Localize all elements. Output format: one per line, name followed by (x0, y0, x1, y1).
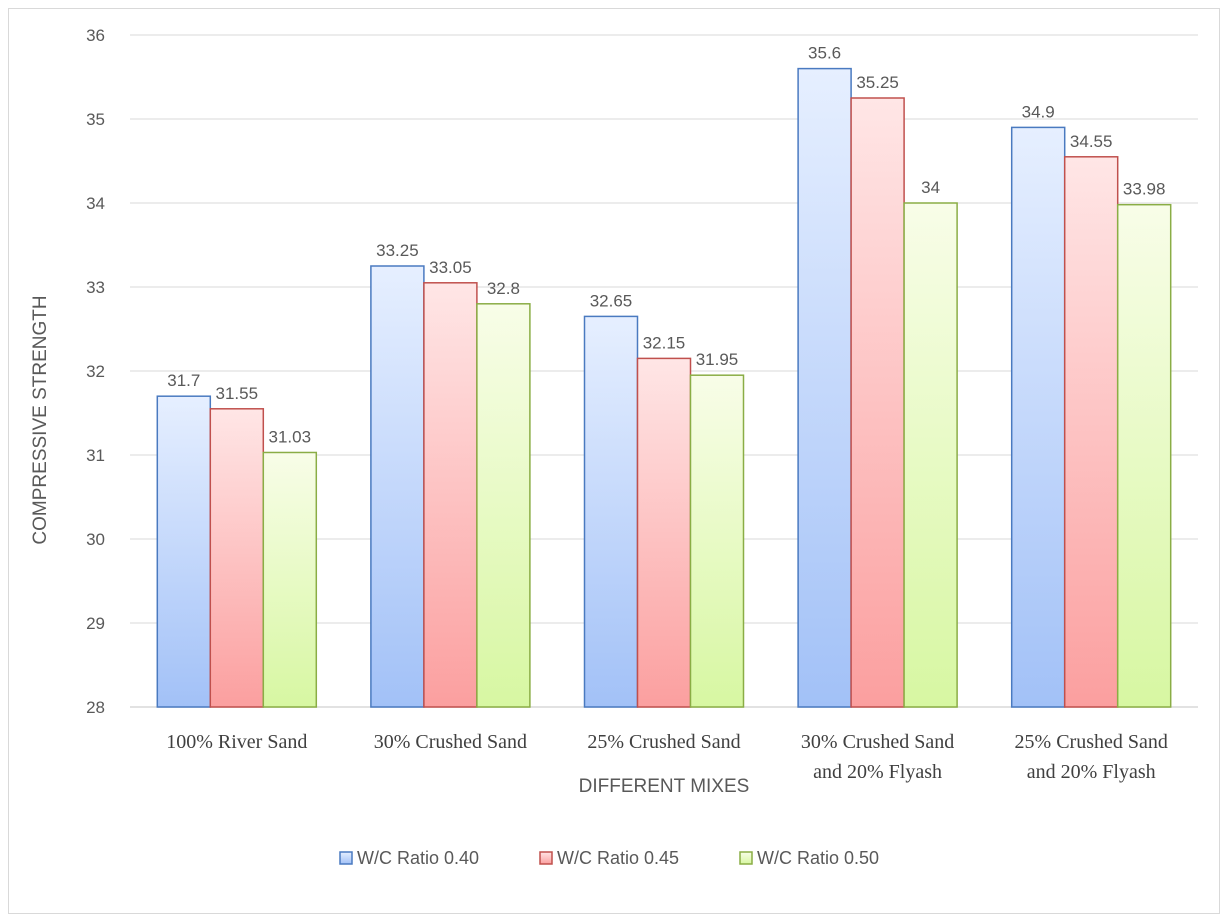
bar (689, 374, 745, 708)
y-tick-label: 29 (86, 614, 105, 633)
legend: W/C Ratio 0.40 W/C Ratio 0.45 W/C Ratio 0.… (339, 848, 879, 868)
data-label: 35.25 (856, 73, 899, 92)
y-axis-title: COMPRESSIVE STRENGTH (30, 295, 51, 544)
data-labels: 31.7 31.55 31.03 33.25 33.05 32.8 32.65 32.15 31… (167, 44, 1165, 447)
data-label: 35.6 (808, 44, 841, 63)
legend-label: W/C Ratio 0.40 (357, 848, 479, 868)
bars (156, 67, 1172, 708)
data-label: 31.95 (696, 350, 739, 369)
data-label: 34.55 (1070, 132, 1113, 151)
bar (423, 282, 478, 708)
data-label: 34.9 (1022, 102, 1055, 121)
legend-swatch (739, 851, 753, 865)
y-tick-label: 32 (86, 362, 105, 381)
bar (209, 408, 265, 708)
legend-label: W/C Ratio 0.45 (557, 848, 679, 868)
category-label: 30% Crushed Sand (374, 731, 527, 753)
bar (156, 395, 212, 708)
legend-label: W/C Ratio 0.50 (757, 848, 879, 868)
bar (262, 451, 318, 708)
y-tick-label: 34 (86, 194, 105, 213)
bar (636, 357, 692, 708)
y-tick-label: 28 (86, 698, 105, 717)
bar (476, 303, 531, 708)
y-tick-label: 33 (86, 278, 105, 297)
y-tick-label: 30 (86, 530, 105, 549)
y-tick-label: 35 (86, 110, 105, 129)
bar (1116, 203, 1172, 708)
data-label: 34 (921, 178, 940, 197)
bar (797, 67, 852, 708)
bar (1063, 156, 1119, 708)
category-label: 30% Crushed Sand (801, 731, 954, 753)
y-tick-labels: 28 29 30 31 32 33 34 35 36 (86, 26, 105, 717)
bar (903, 202, 958, 708)
y-tick-label: 36 (86, 26, 105, 45)
bar (1010, 126, 1066, 708)
data-label: 33.98 (1123, 180, 1166, 199)
x-axis-title: DIFFERENT MIXES (579, 776, 750, 797)
data-label: 33.05 (429, 258, 472, 277)
data-label: 32.65 (590, 291, 633, 310)
category-label: and 20% Flyash (813, 761, 942, 783)
category-label: and 20% Flyash (1027, 761, 1156, 783)
data-label: 33.25 (376, 241, 419, 260)
data-label: 31.03 (269, 427, 312, 446)
bar (370, 265, 425, 708)
data-label: 32.8 (487, 279, 520, 298)
x-tick-labels: 100% River Sand 30% Crushed Sand 25% Crush… (166, 731, 1168, 783)
y-tick-label: 31 (86, 446, 105, 465)
category-label: 100% River Sand (166, 731, 307, 753)
bar (583, 315, 639, 708)
category-label: 25% Crushed Sand (587, 731, 740, 753)
legend-swatch (339, 851, 353, 865)
bar (850, 97, 905, 708)
data-label: 31.7 (167, 371, 200, 390)
legend-swatch (539, 851, 553, 865)
data-label: 32.15 (643, 333, 686, 352)
category-label: 25% Crushed Sand (1015, 731, 1168, 753)
data-label: 31.55 (216, 384, 259, 403)
